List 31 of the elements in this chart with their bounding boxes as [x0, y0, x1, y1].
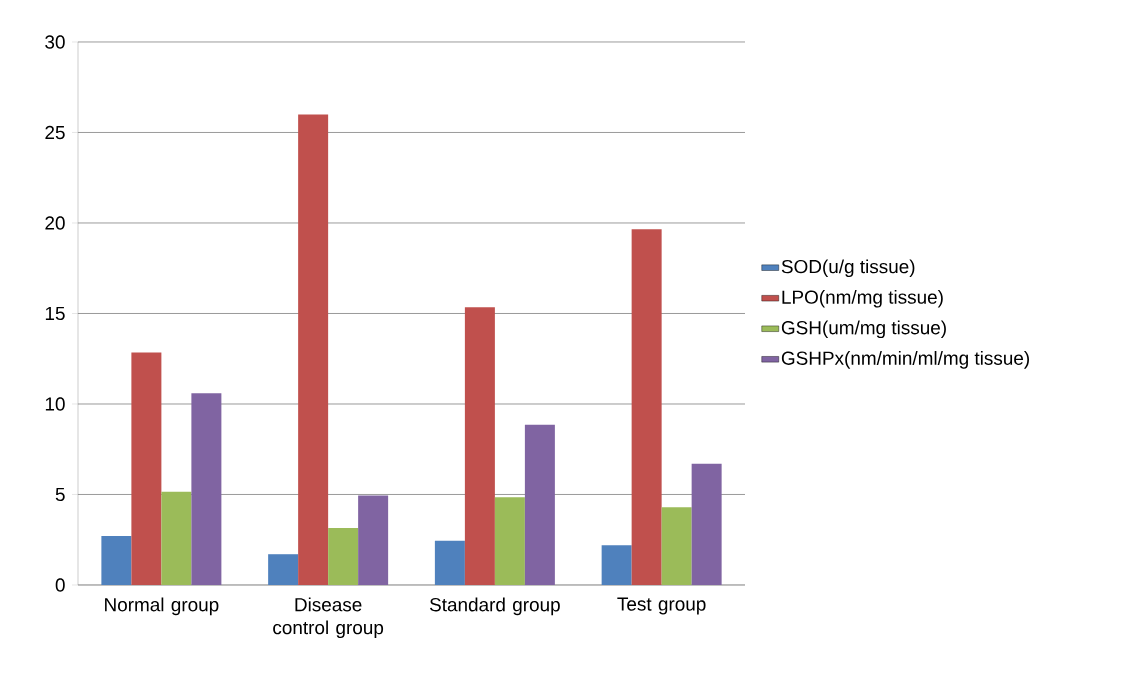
y-tick-label: 15	[45, 306, 65, 321]
legend-label: LPO(nm/mg tissue)	[782, 289, 943, 308]
bar	[161, 491, 192, 585]
bar	[268, 554, 299, 585]
legend-label: GSH(um/mg tissue)	[781, 320, 946, 339]
y-tick-label: 30	[45, 35, 65, 49]
bar	[631, 229, 662, 585]
y-tick-label: 10	[45, 397, 65, 411]
bar	[494, 497, 525, 585]
bar	[464, 307, 495, 585]
y-tick-label: 20	[45, 216, 65, 230]
x-tick-label: Standard group	[429, 597, 560, 616]
bar	[358, 495, 389, 585]
y-tick-label: 0	[55, 578, 65, 592]
x-tick-label: Normal group	[105, 597, 219, 616]
x-tick-label: Test group	[617, 597, 706, 615]
legend-label: GSHPx(nm/min/ml/mg tissue)	[781, 351, 1029, 369]
bar	[298, 114, 329, 585]
bar	[661, 507, 692, 585]
bar	[524, 424, 555, 585]
bar	[601, 545, 632, 585]
bar	[131, 352, 162, 585]
y-tick-label: 5	[55, 487, 65, 502]
legend-label: SOD(u/g tissue)	[781, 259, 915, 278]
bar	[691, 463, 722, 585]
bar	[434, 540, 465, 585]
y-tick-label: 25	[45, 125, 65, 140]
x-tick-label: Disease control group	[273, 597, 384, 639]
bar	[191, 393, 222, 585]
bar	[328, 527, 359, 585]
bar	[101, 536, 132, 585]
